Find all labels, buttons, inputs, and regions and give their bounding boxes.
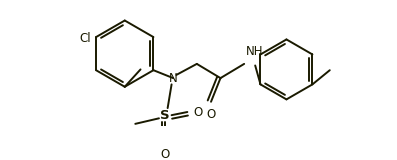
- Text: NH: NH: [246, 45, 263, 58]
- Text: S: S: [160, 109, 170, 122]
- Text: O: O: [206, 108, 216, 121]
- Text: N: N: [169, 72, 177, 85]
- Text: Cl: Cl: [80, 32, 91, 45]
- Text: O: O: [161, 148, 170, 160]
- Text: O: O: [193, 105, 202, 119]
